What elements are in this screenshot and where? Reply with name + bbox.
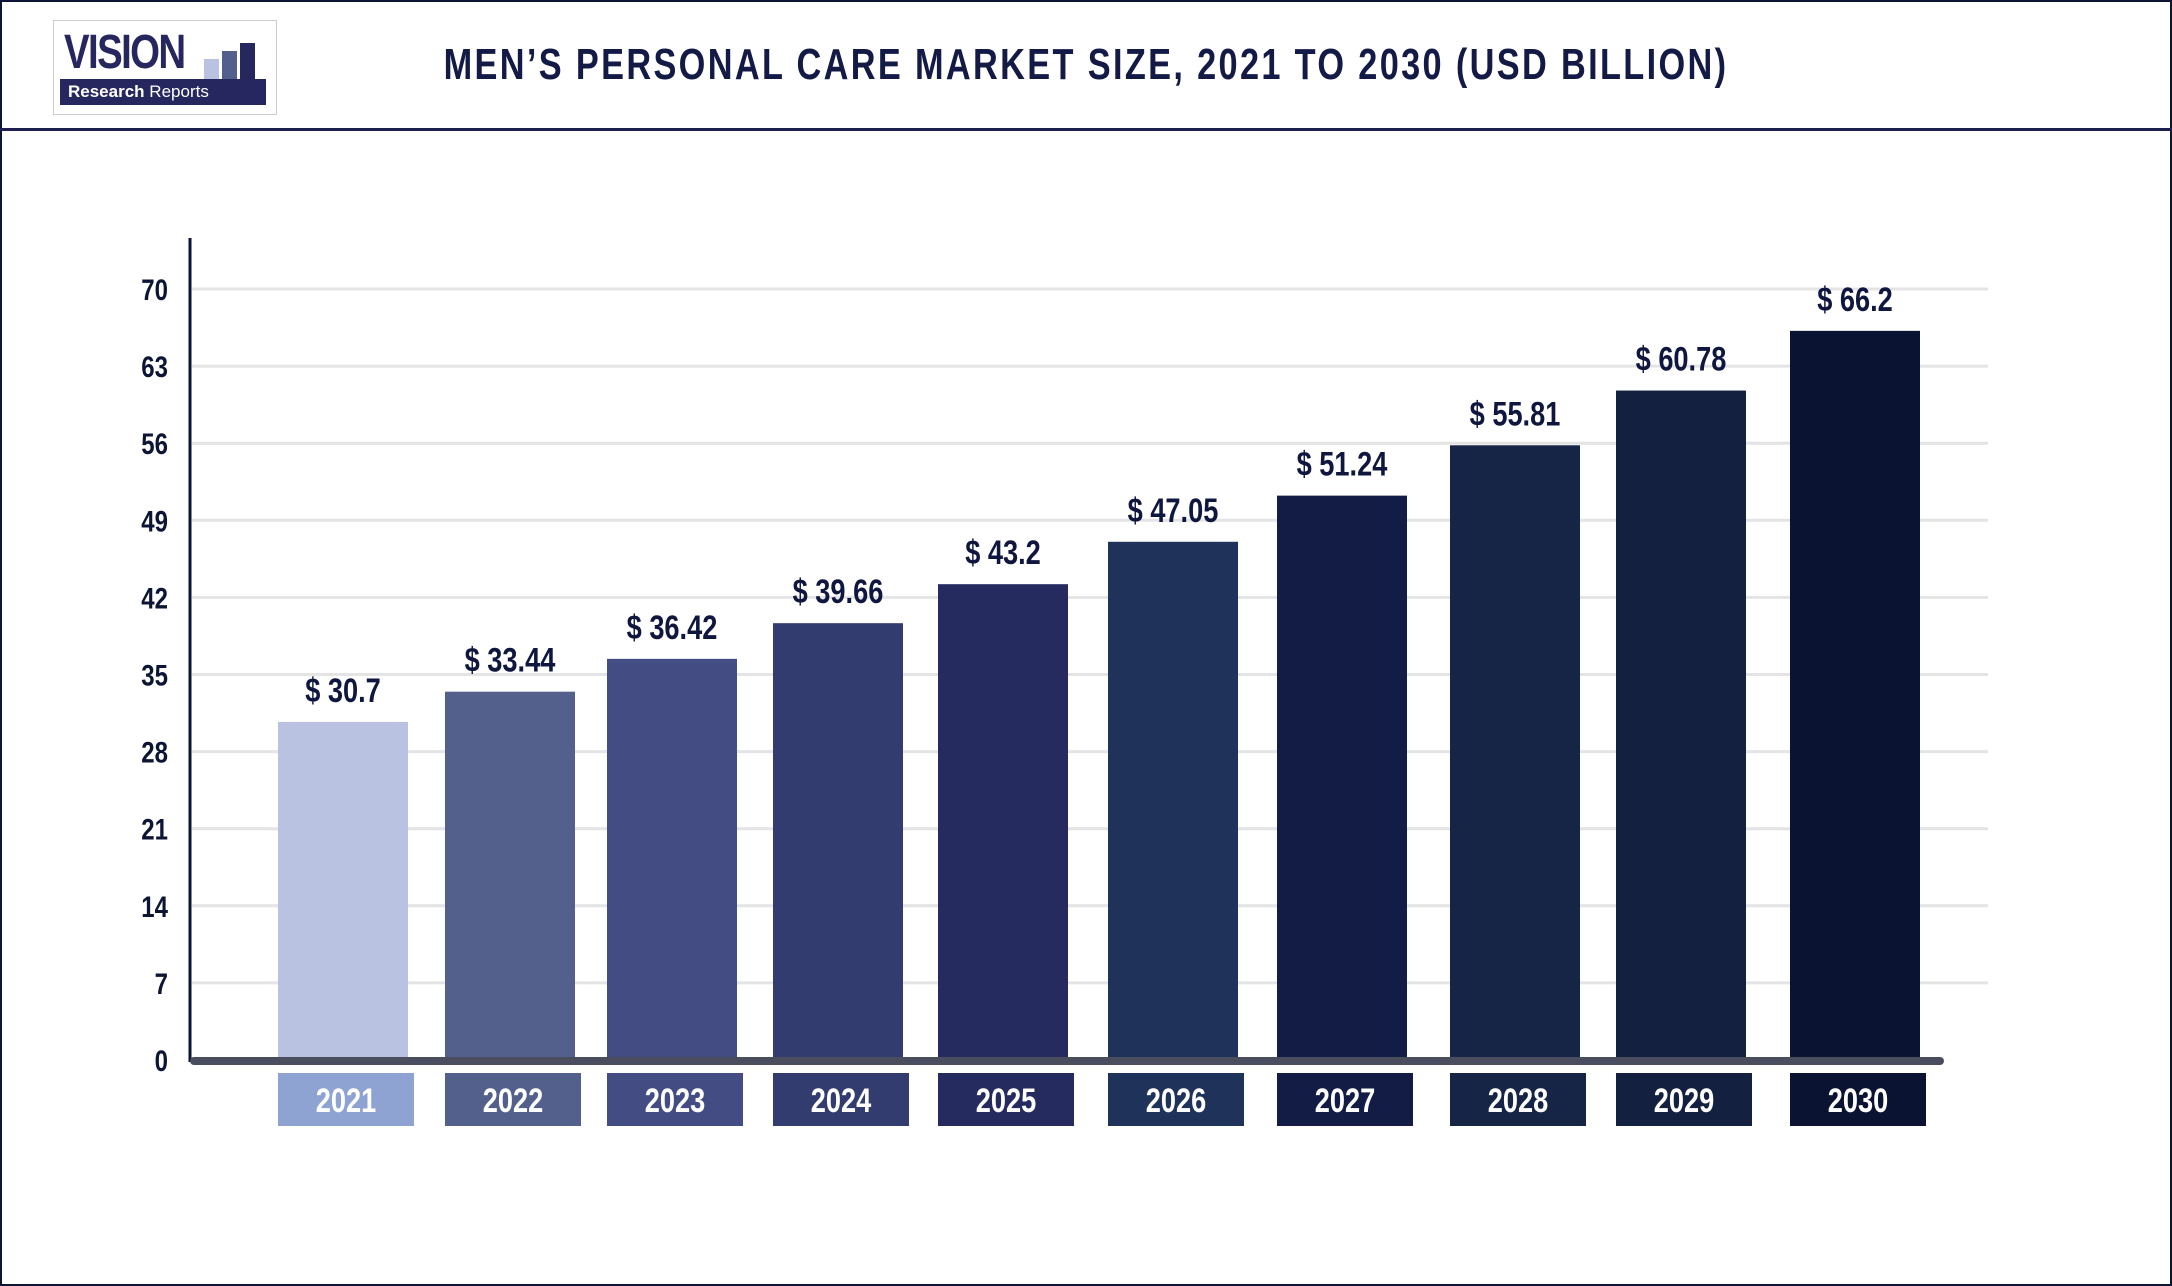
data-label: $ 39.66 — [793, 572, 884, 611]
y-tick-label: 70 — [141, 272, 168, 306]
logo-bar-icon — [204, 59, 219, 79]
x-tick-label: 2024 — [811, 1081, 871, 1120]
data-label: $ 66.2 — [1817, 280, 1893, 319]
data-label: $ 51.24 — [1297, 445, 1388, 484]
logo: VISION Research Reports — [53, 20, 277, 115]
x-tick-label: 2029 — [1654, 1081, 1714, 1120]
y-tick-label: 42 — [141, 581, 168, 615]
data-label: $ 30.7 — [305, 671, 381, 710]
data-label: $ 43.2 — [965, 533, 1041, 572]
x-category-box — [1277, 1073, 1413, 1126]
x-tick-label: 2026 — [1146, 1081, 1206, 1120]
x-category-box — [1790, 1073, 1926, 1126]
y-tick-label: 56 — [141, 427, 168, 461]
data-label: $ 47.05 — [1128, 491, 1219, 530]
x-category-box — [1450, 1073, 1586, 1126]
x-category-box — [938, 1073, 1074, 1126]
x-tick-label: 2028 — [1488, 1081, 1548, 1120]
x-category-box — [1108, 1073, 1244, 1126]
bar — [445, 691, 575, 1060]
logo-bar-icon — [222, 51, 237, 79]
x-category-box — [1616, 1073, 1752, 1126]
data-label: $ 55.81 — [1470, 394, 1561, 433]
bar — [1790, 330, 1920, 1061]
y-tick-label: 14 — [141, 889, 168, 923]
x-tick-label: 2021 — [316, 1081, 376, 1120]
x-tick-label: 2023 — [645, 1081, 705, 1120]
logo-subtext: Reports — [149, 82, 209, 101]
chart-title: MEN’S PERSONAL CARE MARKET SIZE, 2021 TO… — [443, 40, 1729, 89]
y-tick-label: 63 — [141, 349, 168, 383]
x-tick-label: 2030 — [1828, 1081, 1888, 1120]
bar — [1616, 390, 1746, 1060]
x-tick-label: 2027 — [1315, 1081, 1375, 1120]
x-category-box — [445, 1073, 581, 1126]
bar — [1450, 445, 1580, 1060]
bar — [607, 658, 737, 1060]
data-label: $ 33.44 — [465, 641, 556, 680]
bar — [938, 584, 1068, 1060]
y-tick-label: 0 — [155, 1043, 168, 1077]
logo-bar-icon — [240, 43, 255, 79]
logo-wordmark: VISION — [64, 26, 186, 79]
bar — [1277, 495, 1407, 1060]
y-tick-label: 21 — [141, 812, 168, 846]
x-category-box — [773, 1073, 909, 1126]
bar — [773, 623, 903, 1060]
y-tick-label: 28 — [141, 735, 168, 769]
x-category-box — [278, 1073, 414, 1126]
header: VISION Research Reports MEN’S PERSONAL C… — [0, 0, 2172, 131]
bar — [1108, 541, 1238, 1060]
y-tick-label: 49 — [141, 504, 168, 538]
x-tick-label: 2025 — [976, 1081, 1036, 1120]
data-label: $ 36.42 — [627, 608, 718, 647]
y-tick-label: 35 — [141, 658, 168, 692]
logo-subtext-bold: Research — [68, 82, 145, 101]
y-tick-label: 7 — [155, 966, 168, 1000]
x-tick-label: 2022 — [483, 1081, 543, 1120]
data-label: $ 60.78 — [1636, 340, 1727, 379]
x-category-box — [607, 1073, 743, 1126]
bar — [278, 721, 408, 1060]
logo-band: Research Reports — [60, 79, 266, 105]
